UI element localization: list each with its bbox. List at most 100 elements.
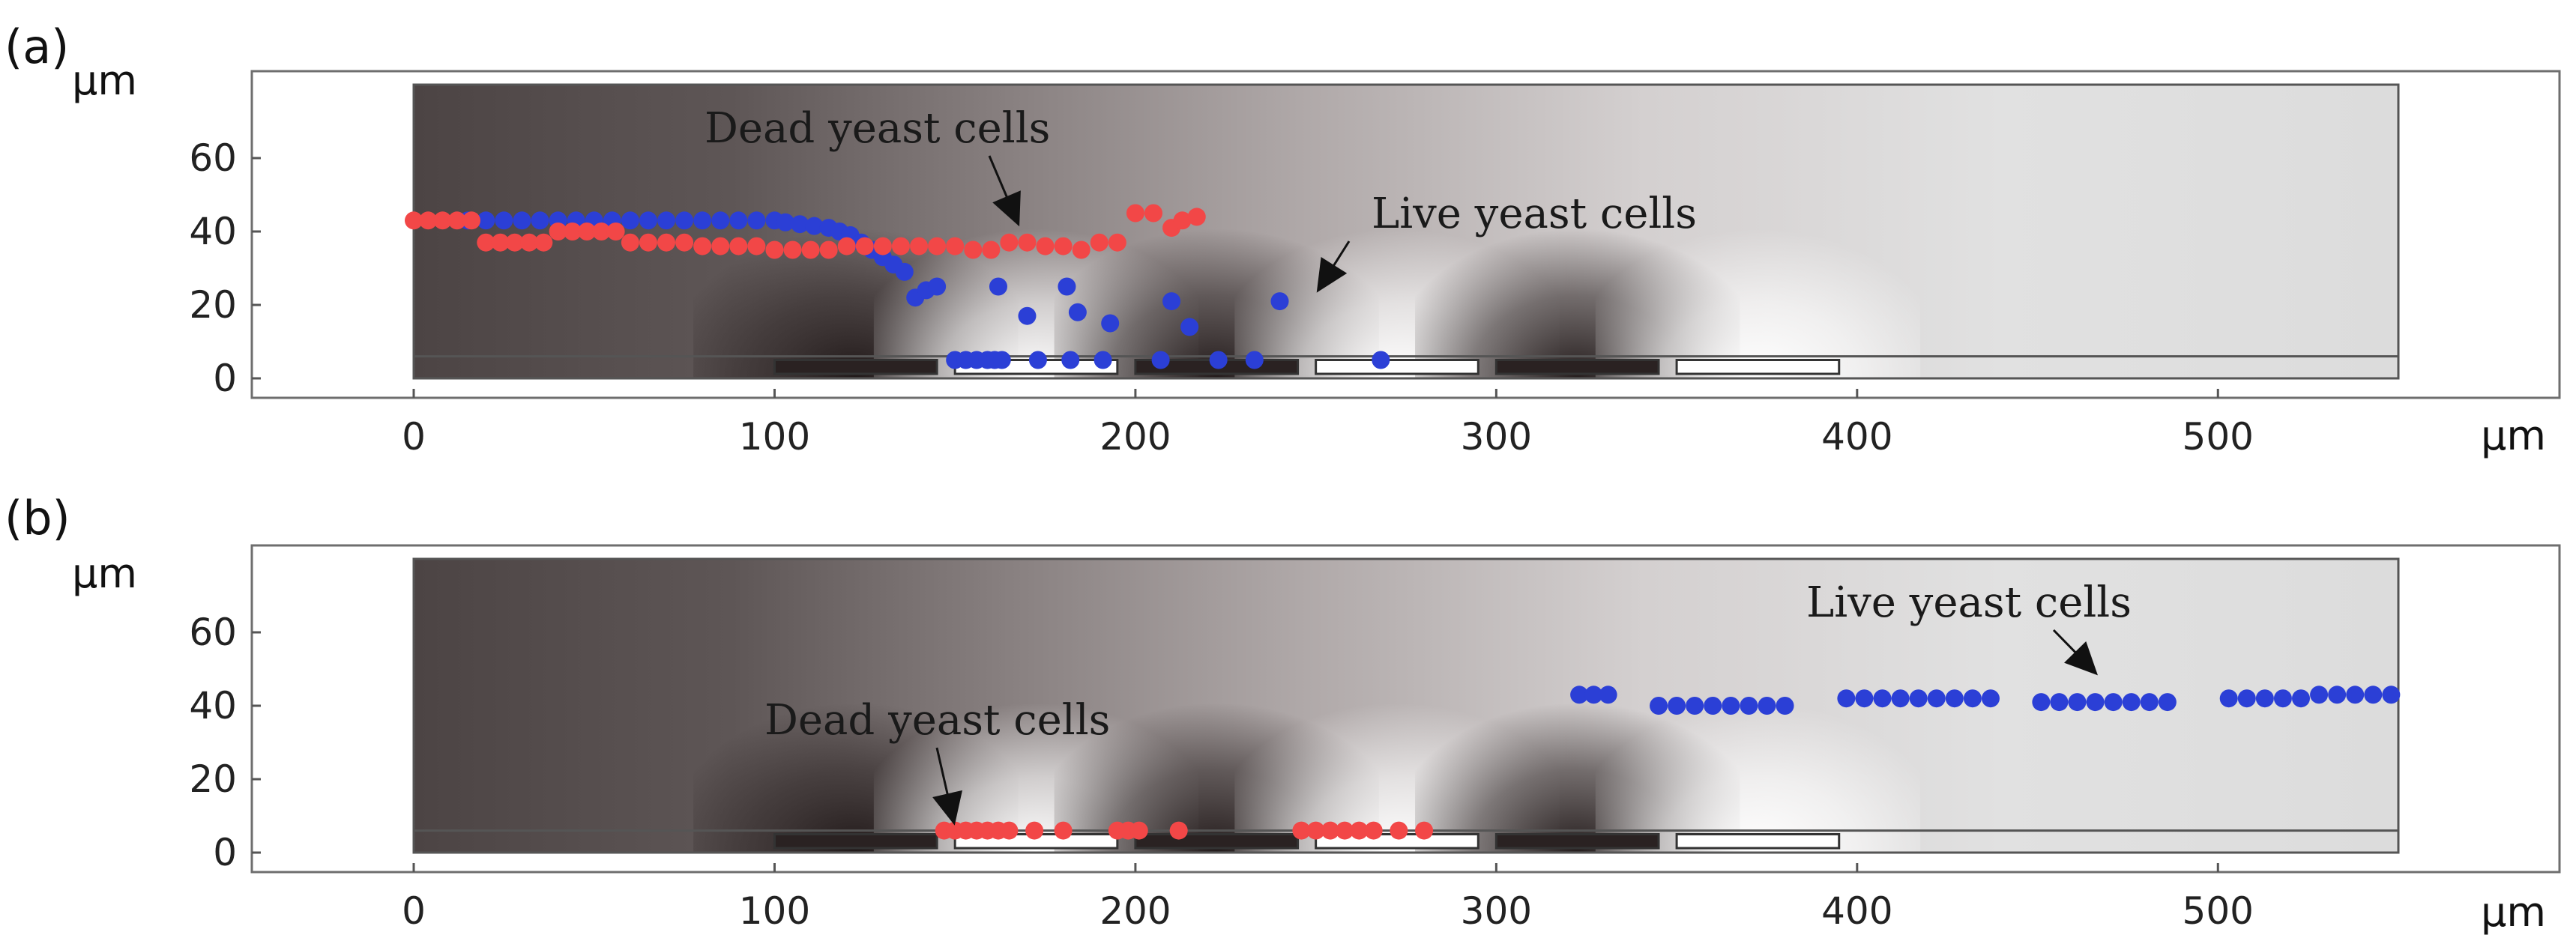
data-point xyxy=(693,211,712,230)
data-point xyxy=(1180,318,1199,336)
data-point xyxy=(1415,821,1434,840)
data-point xyxy=(675,211,694,230)
data-point xyxy=(433,211,452,230)
data-point xyxy=(1292,821,1311,840)
data-point xyxy=(928,277,947,296)
data-point xyxy=(491,233,510,252)
data-point xyxy=(2273,689,2292,708)
data-point xyxy=(711,237,730,255)
electrode-1 xyxy=(773,833,938,850)
data-point xyxy=(1018,306,1037,325)
data-point xyxy=(657,233,676,252)
panel-label: (b) xyxy=(4,491,70,545)
data-point xyxy=(873,237,892,255)
data-point xyxy=(606,223,625,240)
data-point xyxy=(1945,689,1964,708)
electrode-5 xyxy=(1494,359,1660,375)
data-point xyxy=(1054,821,1073,840)
data-point xyxy=(1068,303,1087,321)
data-point xyxy=(1963,689,1982,708)
annotation-arrowhead xyxy=(932,790,962,826)
data-point xyxy=(675,233,694,252)
y-tick-label: 60 xyxy=(189,136,237,180)
data-point xyxy=(1909,689,1928,708)
data-point xyxy=(1126,204,1144,223)
data-point xyxy=(1144,204,1162,223)
channel-outline xyxy=(412,83,2400,380)
x-tick-label: 300 xyxy=(1461,889,1532,933)
y-unit-label: μm xyxy=(72,550,137,597)
data-point xyxy=(2382,686,2401,704)
annotation-arrowhead xyxy=(1316,256,1348,293)
data-point xyxy=(563,223,582,240)
annotation-arrowhead xyxy=(992,190,1021,227)
x-tick-label: 200 xyxy=(1100,889,1171,933)
data-point xyxy=(1025,821,1044,840)
data-point xyxy=(729,237,748,255)
data-point xyxy=(783,240,802,259)
data-point xyxy=(791,215,809,234)
data-point xyxy=(747,237,766,255)
data-point xyxy=(910,237,929,255)
y-tick-label: 40 xyxy=(189,210,237,253)
data-point xyxy=(1028,351,1047,369)
electrode-6 xyxy=(1675,833,1841,850)
data-point xyxy=(419,211,438,230)
data-point xyxy=(2255,689,2274,708)
data-point xyxy=(982,240,1001,259)
annotation-arrow xyxy=(988,155,1010,201)
data-point xyxy=(621,233,639,252)
data-point xyxy=(1570,686,1589,704)
y-tick-label: 0 xyxy=(213,831,237,874)
data-point xyxy=(1686,697,1704,715)
data-point xyxy=(495,211,513,230)
data-point xyxy=(776,213,794,232)
data-point xyxy=(1372,351,1390,369)
data-point xyxy=(1837,689,1856,708)
data-point xyxy=(1151,351,1170,369)
data-point xyxy=(1129,821,1148,840)
data-point xyxy=(729,211,748,230)
y-tick-label: 20 xyxy=(189,283,237,327)
data-point xyxy=(2310,686,2329,704)
data-point xyxy=(992,351,1011,369)
data-point xyxy=(1270,292,1289,311)
data-point xyxy=(1090,233,1108,252)
electrode-4 xyxy=(1315,359,1479,375)
data-point xyxy=(805,217,824,235)
data-point xyxy=(1306,821,1325,840)
data-point xyxy=(928,237,947,255)
y-tick-label: 20 xyxy=(189,757,237,801)
electrode-field-light xyxy=(1595,602,1921,853)
data-point xyxy=(946,237,965,255)
annotation-label: Live yeast cells xyxy=(1806,578,2132,627)
x-tick-label: 0 xyxy=(402,415,426,459)
y-tick-label: 40 xyxy=(189,684,237,727)
data-point xyxy=(693,237,712,255)
x-unit-label: μm xyxy=(2481,889,2546,936)
data-point xyxy=(621,211,639,230)
data-point xyxy=(1722,697,1740,715)
data-point xyxy=(549,223,567,240)
channel-outline xyxy=(412,557,2400,854)
data-point xyxy=(747,211,766,230)
data-point xyxy=(2068,693,2087,712)
data-point xyxy=(1187,208,1206,226)
data-point xyxy=(2032,693,2051,712)
data-point xyxy=(657,211,676,230)
data-point xyxy=(2104,693,2123,712)
data-point xyxy=(837,237,856,255)
data-point xyxy=(819,240,838,259)
x-tick-label: 400 xyxy=(1821,889,1892,933)
panel-label: (a) xyxy=(4,19,69,74)
data-point xyxy=(477,211,495,230)
data-point xyxy=(2140,693,2159,712)
annotation-arrow xyxy=(1330,240,1351,270)
data-point xyxy=(1668,697,1686,715)
data-point xyxy=(1000,233,1019,252)
electrode-1 xyxy=(773,359,938,375)
x-tick-label: 400 xyxy=(1821,415,1892,459)
data-point xyxy=(1758,697,1776,715)
